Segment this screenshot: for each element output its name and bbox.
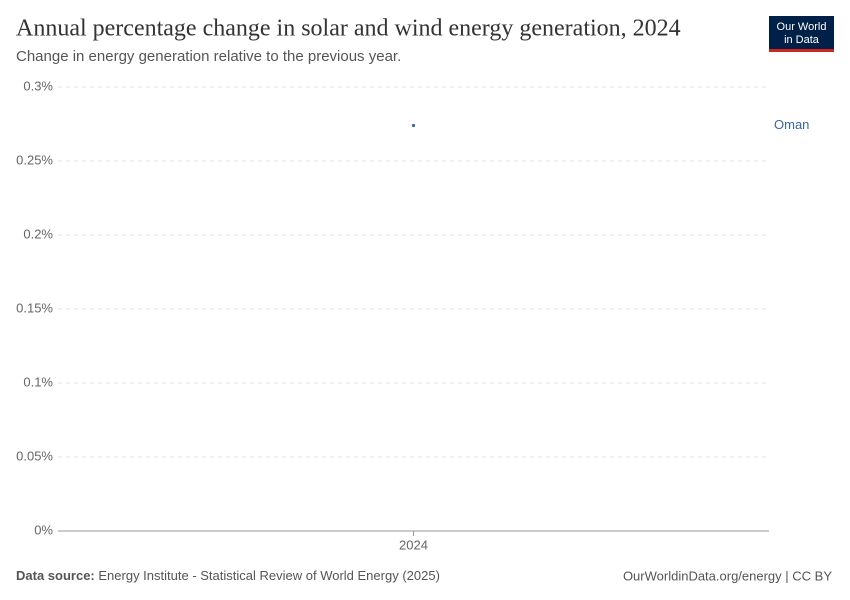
source: Data source: Energy Institute - Statisti… (16, 568, 440, 583)
y-tick-label: 0% (34, 522, 53, 537)
point (411, 123, 416, 128)
logo-text: in Data (784, 34, 820, 46)
logo[interactable] (769, 16, 834, 52)
y-tick-label: 0.3% (23, 78, 53, 93)
y-tick-label: 0.05% (16, 448, 53, 463)
y-tick-label: 0.15% (16, 300, 53, 315)
y-tick-label: 0.2% (23, 226, 53, 241)
legend-label: Oman (774, 117, 809, 132)
credit[interactable]: OurWorldinData.org/energy | CC BY (623, 568, 832, 583)
chart-title: Annual percentage change in solar and wi… (16, 16, 681, 42)
logo-bar (769, 49, 834, 52)
y-tick-label: 0.1% (23, 374, 53, 389)
y-tick-label: 0.25% (16, 152, 53, 167)
chart-subtitle: Change in energy generation relative to … (16, 48, 401, 65)
source-text: Energy Institute - Statistical Review of… (98, 568, 440, 583)
logo-text: Our World (777, 21, 827, 33)
source-label: Data source: (16, 568, 95, 583)
x-tick-label: 2024 (399, 537, 428, 552)
